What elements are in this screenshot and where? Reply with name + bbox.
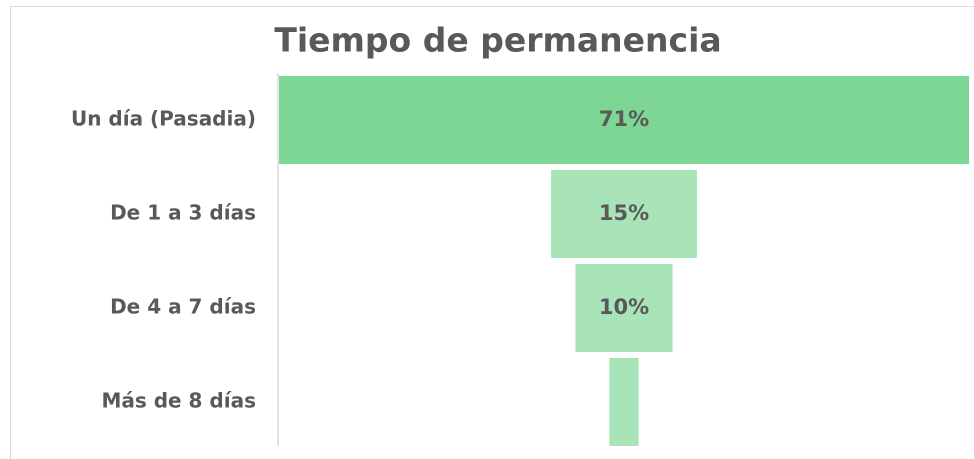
chart-frame <box>10 6 974 459</box>
category-label: De 1 a 3 días <box>110 201 256 225</box>
funnel-bar <box>575 264 673 352</box>
category-label: Más de 8 días <box>101 389 256 413</box>
chart-title: Tiempo de permanencia <box>274 21 721 60</box>
category-label: Un día (Pasadia) <box>71 107 256 131</box>
category-label: De 4 a 7 días <box>110 295 256 319</box>
funnel-bar <box>551 170 697 258</box>
value-label: 71% <box>599 107 649 131</box>
value-label: 10% <box>599 295 649 319</box>
funnel-bar <box>279 76 969 164</box>
funnel-bar <box>609 358 639 446</box>
value-label: 15% <box>599 201 649 225</box>
